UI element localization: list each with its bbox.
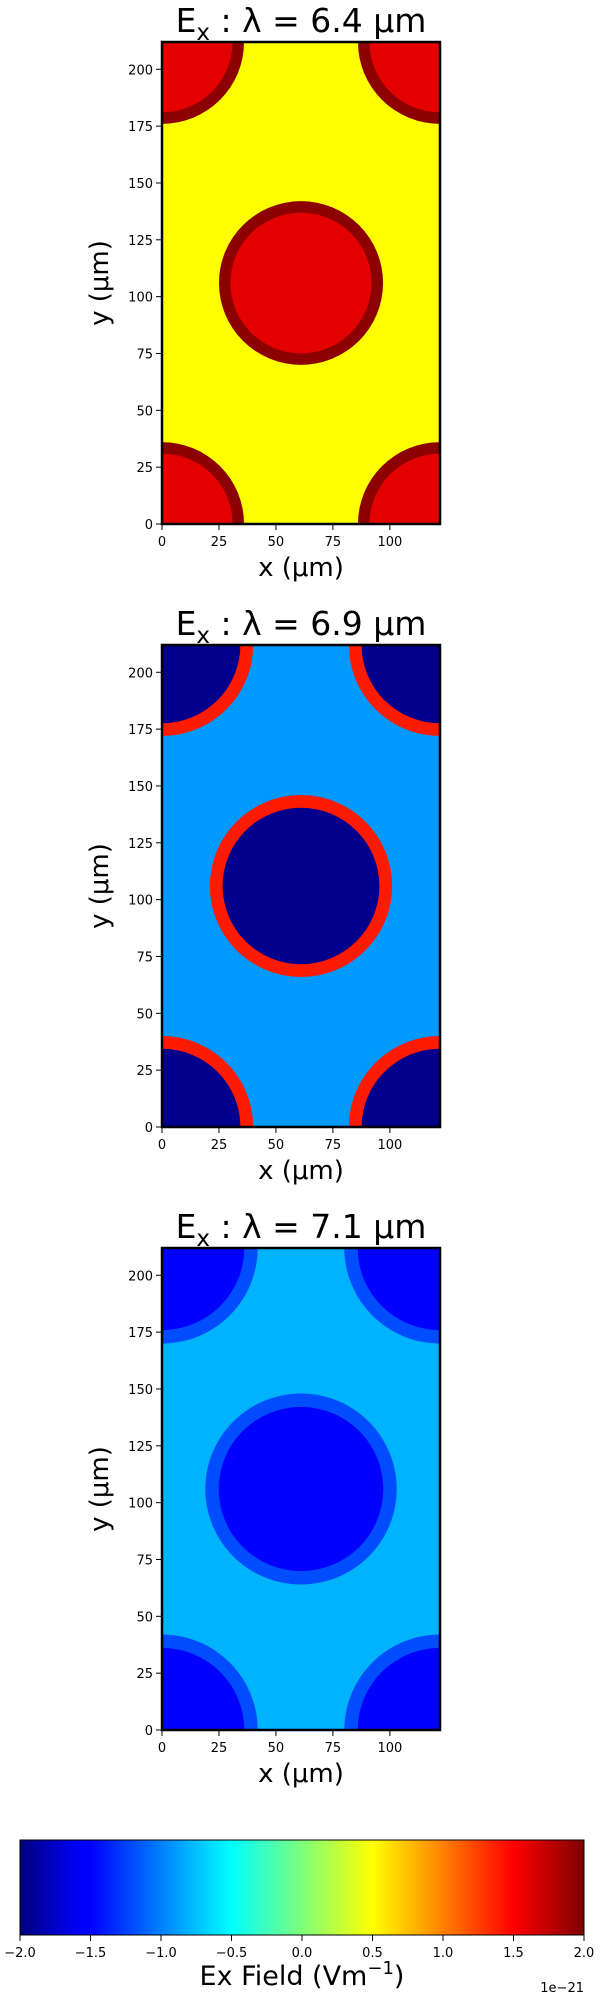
y-tick-label: 50 [136,1007,153,1022]
colorbar-tick-label: −1.0 [145,1946,177,1961]
y-tick-label: 0 [145,518,153,533]
field-lobe [369,42,440,113]
x-tick-label: 75 [325,1138,342,1153]
plot-frame [160,643,442,1129]
y-tick-label: 200 [128,666,153,681]
field-map [162,1248,440,1730]
y-tick-label: 200 [128,1269,153,1284]
colorbar: −2.0 −1.5 −1.0 −0.5 0.0 0.5 1.0 1.5 2.0 1e−21 Ex… [4,1839,595,1996]
y-axis-label: y (μm) [85,1446,115,1532]
field-lobe [357,1647,440,1730]
y-tick-label: 125 [128,1440,153,1455]
colorbar-offset-text: 1e−21 [540,1981,584,1996]
colorbar-tick-label: 0.0 [292,1946,313,1961]
y-tick-label: 125 [128,234,153,249]
y-tick-label: 25 [136,1064,153,1079]
field-map [162,645,440,1127]
colorbar-tick-label: 1.0 [433,1946,454,1961]
y-tick-label: 200 [128,63,153,78]
field-lobe [361,1048,440,1127]
panel-title: Ex : λ = 6.9 μm [176,604,427,649]
heatmap-panel-2: 0 25 50 75 100 0 25 50 75 100 125 150 175 200 x (μm) y … [85,604,442,1186]
x-axis-label: x (μm) [258,553,344,583]
y-tick-label: 75 [136,950,153,965]
field-lobe [218,1406,384,1572]
colorbar-tick-label: −2.0 [4,1946,36,1961]
field-lobe [162,1248,245,1331]
colorbar-tick-label: −0.5 [216,1946,248,1961]
y-tick-label: 175 [128,120,153,135]
x-axis-label: x (μm) [258,1156,344,1186]
colorbar-gradient [19,1839,585,1936]
y-tick-label: 25 [136,1667,153,1682]
x-tick-label: 50 [268,535,285,550]
y-tick-label: 75 [136,347,153,362]
field-lobe [369,453,440,524]
colorbar-tick-label: 0.5 [362,1946,383,1961]
y-tick-label: 100 [128,1497,153,1512]
plot-frame [160,40,442,526]
x-tick-label: 75 [325,535,342,550]
y-tick-label: 0 [145,1724,153,1739]
y-tick-label: 150 [128,1383,153,1398]
colorbar-label: Ex Field (Vm−1) [200,1958,405,1992]
y-tick-label: 175 [128,1326,153,1341]
colorbar-tick-label: 1.5 [503,1946,524,1961]
x-tick-label: 100 [377,535,402,550]
y-tick-label: 25 [136,461,153,476]
heatmap-panel-3: 0 25 50 75 100 0 25 50 75 100 125 150 175 200 x (μm) y … [85,1207,442,1789]
y-axis-label: y (μm) [85,240,115,326]
y-tick-label: 50 [136,1610,153,1625]
x-tick-label: 100 [377,1741,402,1756]
x-tick-label: 25 [211,535,228,550]
field-lobe [162,1647,245,1730]
panel-title: Ex : λ = 6.4 μm [176,1,427,46]
x-tick-label: 100 [377,1138,402,1153]
y-tick-label: 125 [128,837,153,852]
colorbar-tick-label: −1.5 [75,1946,107,1961]
y-tick-label: 150 [128,177,153,192]
y-tick-label: 0 [145,1121,153,1136]
field-lobe [162,645,241,724]
y-tick-label: 150 [128,780,153,795]
heatmap-panel-1: 0 25 50 75 100 0 25 50 75 100 125 150 175 200 x (μm) y … [85,1,442,583]
field-lobe [357,1248,440,1331]
panel-title: Ex : λ = 7.1 μm [176,1207,427,1252]
x-tick-label: 25 [211,1741,228,1756]
field-lobe [361,645,440,724]
y-tick-label: 100 [128,894,153,909]
colorbar-tick-label: 2.0 [574,1946,595,1961]
field-lobe [222,807,380,965]
y-tick-label: 175 [128,723,153,738]
field-lobe [162,42,233,113]
x-tick-label: 50 [268,1138,285,1153]
x-tick-label: 0 [158,1741,166,1756]
x-tick-label: 0 [158,1138,166,1153]
plot-frame [160,1246,442,1732]
y-tick-label: 50 [136,404,153,419]
x-tick-label: 50 [268,1741,285,1756]
field-lobe [230,212,372,354]
y-axis-label: y (μm) [85,843,115,929]
x-tick-label: 25 [211,1138,228,1153]
y-tick-label: 75 [136,1553,153,1568]
y-tick-label: 100 [128,291,153,306]
field-map [162,42,440,524]
field-lobe [162,453,233,524]
x-tick-label: 75 [325,1741,342,1756]
x-axis-label: x (μm) [258,1759,344,1789]
x-tick-label: 0 [158,535,166,550]
field-lobe [162,1048,241,1127]
